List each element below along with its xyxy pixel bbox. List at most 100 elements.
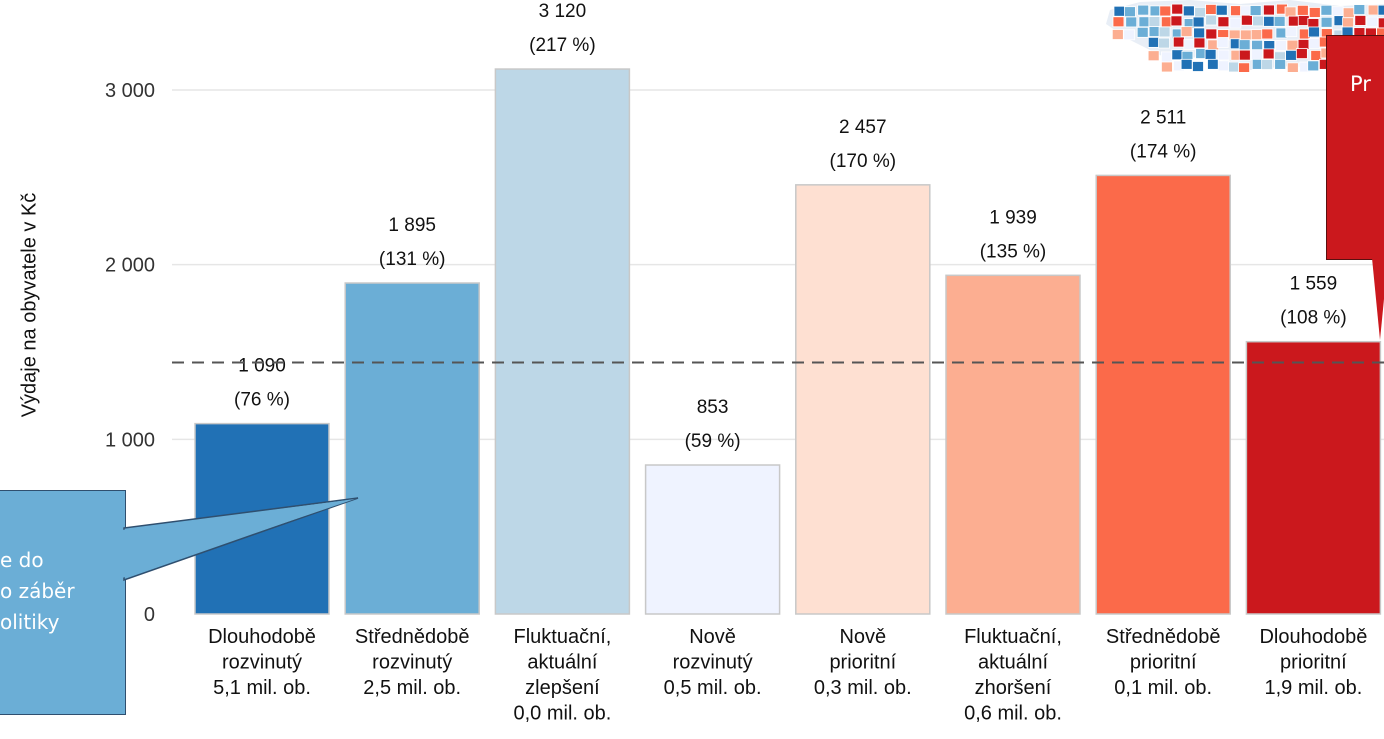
map-region <box>1262 48 1275 60</box>
map-region <box>1273 15 1286 27</box>
bar-value-label: 1 895 <box>388 215 436 236</box>
map-region <box>1238 49 1251 61</box>
bar-value-label: 853 <box>697 397 729 418</box>
map-region <box>1238 39 1251 51</box>
blue-callout-text: e do o záběr olitiky <box>0 545 130 638</box>
y-tick-label: 3 000 <box>105 80 155 102</box>
map-region <box>1137 4 1150 16</box>
map-region <box>1217 49 1230 61</box>
map-region <box>1147 50 1160 62</box>
map-region <box>1171 3 1184 15</box>
x-category-label: prioritní <box>1130 652 1197 674</box>
x-category-label: Fluktuační, <box>964 626 1062 648</box>
blue-callout-line-3: olitiky <box>0 610 60 634</box>
map-region <box>1229 17 1242 29</box>
map-region <box>1320 16 1333 28</box>
map-region <box>1354 15 1367 26</box>
map-region <box>1261 59 1274 70</box>
map-region <box>1215 4 1228 16</box>
map-region <box>1308 26 1320 38</box>
x-category-label: Dlouhodobě <box>208 626 316 648</box>
x-category-label: zhoršení <box>975 677 1052 699</box>
bar-percent-label: (217 %) <box>529 35 596 56</box>
map-region <box>1205 28 1218 40</box>
red-callout-text: Pr <box>1350 72 1371 96</box>
x-category-label: 2,5 mil. ob. <box>363 677 461 699</box>
region-map-thumbnail <box>1106 0 1384 72</box>
map-region <box>1180 26 1193 38</box>
map-region <box>1123 29 1136 41</box>
y-tick-label: 0 <box>144 604 155 626</box>
x-category-label: Dlouhodobě <box>1259 626 1367 648</box>
map-region <box>1170 15 1183 27</box>
bar-percent-label: (108 %) <box>1280 308 1347 329</box>
x-category-label: Střednědobě <box>1106 626 1221 648</box>
map-region <box>1216 37 1229 48</box>
map-region <box>1125 16 1138 28</box>
map-region <box>1193 37 1206 49</box>
map-region <box>1308 7 1321 18</box>
map-region <box>1159 5 1172 17</box>
bar-percent-label: (76 %) <box>234 390 290 411</box>
bar <box>945 274 1081 615</box>
map-region <box>1217 16 1230 28</box>
map-region <box>1192 61 1204 72</box>
map-region <box>1353 4 1366 15</box>
x-category-label: Nově <box>689 626 736 648</box>
bar <box>644 464 781 615</box>
x-category-label: prioritní <box>829 652 896 674</box>
bar-percent-label: (131 %) <box>379 249 446 270</box>
bar <box>795 184 931 615</box>
map-region <box>1136 26 1149 38</box>
x-category-label: zlepšení <box>525 677 600 699</box>
x-category-label: 0,5 mil. ob. <box>664 677 762 699</box>
map-region <box>1295 48 1308 59</box>
map-region <box>1158 26 1171 38</box>
map-region <box>1285 26 1298 38</box>
map-region <box>1161 61 1173 72</box>
map-region <box>1274 58 1287 70</box>
x-category-label: rozvinutý <box>372 652 452 674</box>
bar-value-label: 3 120 <box>539 1 587 22</box>
x-category-label: 0,0 mil. ob. <box>513 703 611 725</box>
bar-value-label: 2 457 <box>839 117 887 138</box>
bar-percent-label: (135 %) <box>980 241 1047 262</box>
map-region <box>1307 60 1320 72</box>
bar-value-label: 1 559 <box>1290 274 1338 295</box>
bar <box>344 282 480 615</box>
map-region <box>1112 16 1125 28</box>
bar-percent-label: (174 %) <box>1130 141 1197 162</box>
map-region <box>1261 28 1274 40</box>
blue-callout-line-2: o záběr <box>0 579 75 603</box>
red-callout-box <box>1326 35 1384 260</box>
map-region <box>1263 4 1275 16</box>
x-category-label: 0,1 mil. ob. <box>1114 677 1212 699</box>
map-region <box>1238 62 1250 72</box>
x-category-label: aktuální <box>527 652 597 674</box>
bar <box>494 68 631 615</box>
x-category-label: rozvinutý <box>673 652 753 674</box>
bar-percent-label: (170 %) <box>830 151 897 172</box>
blue-callout-line-1: e do <box>0 548 44 572</box>
map-region <box>1192 16 1205 28</box>
blue-callout-box <box>0 490 126 715</box>
x-category-label: 0,6 mil. ob. <box>964 703 1062 725</box>
y-tick-label: 2 000 <box>105 255 155 277</box>
bar-percent-label: (59 %) <box>685 431 741 452</box>
x-category-label: Nově <box>839 626 886 648</box>
map-region <box>1286 62 1299 72</box>
x-category-label: 5,1 mil. ob. <box>213 677 311 699</box>
map-region <box>1205 14 1218 26</box>
x-category-label: prioritní <box>1280 652 1347 674</box>
bar <box>1095 174 1231 615</box>
x-category-label: aktuální <box>978 652 1048 674</box>
x-category-label: 1,9 mil. ob. <box>1264 677 1362 699</box>
map-region <box>1366 16 1379 28</box>
map-region <box>1158 37 1170 49</box>
bar <box>1245 340 1382 615</box>
x-category-label: Střednědobě <box>355 626 470 648</box>
x-category-label: Fluktuační, <box>513 626 611 648</box>
